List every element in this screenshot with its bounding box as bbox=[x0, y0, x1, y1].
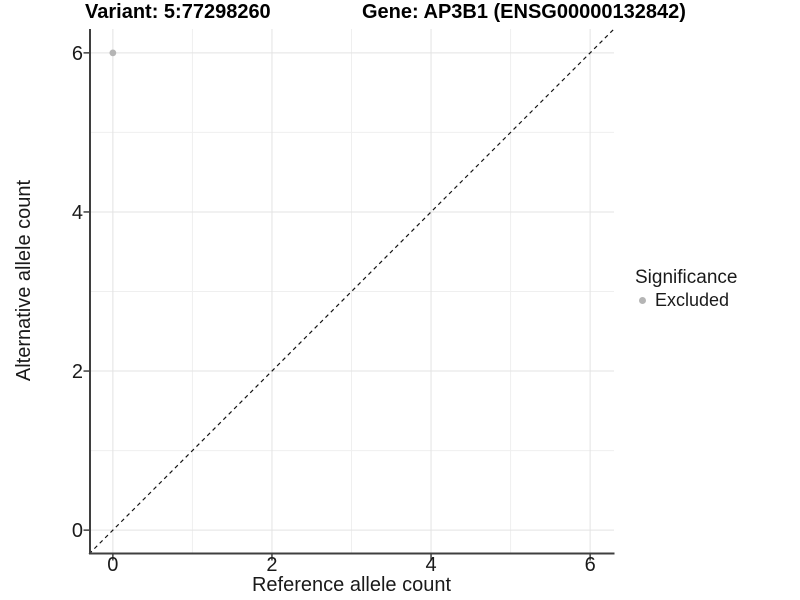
legend-items: Excluded bbox=[633, 290, 737, 310]
gene-title: Gene: AP3B1 (ENSG00000132842) bbox=[362, 1, 686, 23]
y-tick-label: 4 bbox=[72, 202, 83, 224]
y-tick-label: 0 bbox=[72, 520, 83, 542]
legend-item: Excluded bbox=[633, 290, 737, 310]
x-tick-label: 6 bbox=[585, 554, 596, 576]
data-point bbox=[109, 49, 117, 57]
legend: Significance Excluded bbox=[633, 267, 737, 310]
legend-item-label: Excluded bbox=[655, 290, 730, 310]
x-tick-label: 2 bbox=[266, 554, 277, 576]
y-tick-label: 2 bbox=[72, 361, 83, 383]
x-tick-label: 0 bbox=[107, 554, 118, 576]
x-tick-label: 4 bbox=[425, 554, 436, 576]
x-axis-title: Reference allele count bbox=[251, 574, 451, 596]
identity-line bbox=[88, 28, 615, 555]
y-tick-label: 6 bbox=[72, 43, 83, 65]
y-axis-title: Alternative allele count bbox=[13, 179, 35, 382]
variant-title: Variant: 5:77298260 bbox=[85, 1, 271, 23]
legend-title: Significance bbox=[635, 267, 738, 288]
legend-key-dot-icon bbox=[639, 296, 646, 304]
